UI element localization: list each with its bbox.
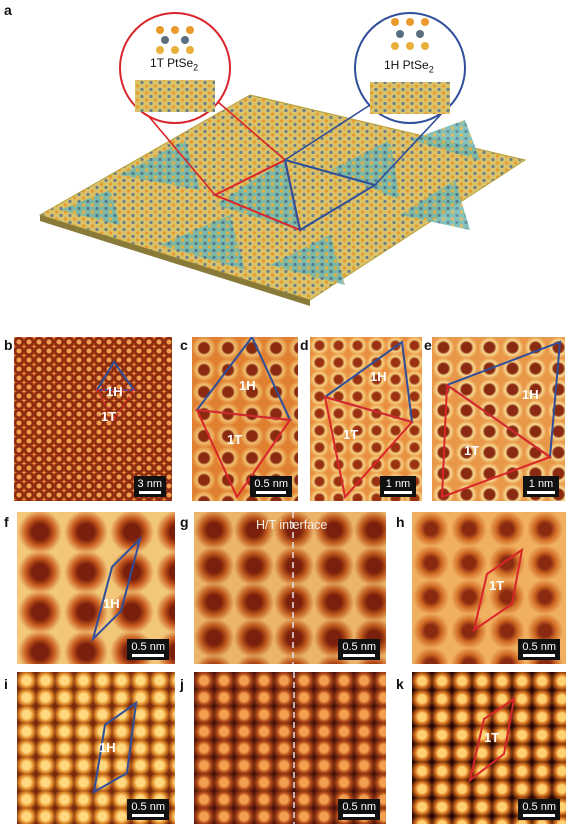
panel-j-stm: 0.5 nm [194,672,386,824]
panel-f-stm: 1H 0.5 nm [17,512,175,664]
panel-label-i: i [4,676,8,692]
scalebar-j: 0.5 nm [338,799,380,820]
domain-t5 [400,180,470,230]
panel-label-c: c [180,337,188,353]
domain-t3 [330,140,400,200]
panel-a-illustration [38,12,527,306]
panel-label-b: b [4,337,13,353]
label-f-1h: 1H [103,596,120,611]
panel-h-stm: 1T 0.5 nm [412,512,566,664]
panel-b-stm: 1H 1T 3 nm [14,337,172,501]
scalebar-f: 0.5 nm [127,639,169,660]
domain-t8 [60,190,120,225]
label-e-1t: 1T [464,443,480,458]
interface-label: H/T interface [256,518,328,532]
panel-label-j: j [180,676,184,692]
scalebar-k: 0.5 nm [518,799,560,820]
panel-d-stm: 1H 1T 1 nm [310,337,422,501]
panel-g-stm: H/T interface 0.5 nm [194,512,386,664]
inset-1h-atoms [370,18,450,114]
label-k-1t: 1T [484,730,500,745]
panel-label-g: g [180,514,189,530]
inset-1t-label: 1T PtSe2 [150,56,199,73]
scalebar-c: 0.5 nm [250,476,292,497]
domain-t2 [215,160,300,230]
panel-label-k: k [396,676,404,692]
panel-i-stm: 1H 0.5 nm [17,672,175,824]
panel-label-e: e [424,337,432,353]
label-e-1h: 1H [522,387,539,402]
label-b-1h: 1H [106,384,123,399]
panel-label-a: a [4,2,12,18]
highlight-1h-triangle [283,158,378,232]
panel-k-stm: 1T 0.5 nm [412,672,566,824]
panel-label-d: d [300,337,309,353]
domain-t7 [410,120,480,160]
label-h-1t: 1T [489,578,505,593]
panel-c-stm: 1H 1T 0.5 nm [192,337,298,501]
label-b-1t: 1T [101,409,117,424]
label-c-1h: 1H [239,378,256,393]
domain-t4 [160,215,245,270]
inset-1t-atoms [135,26,215,112]
scalebar-i: 0.5 nm [127,799,169,820]
panel-e-stm: 1H 1T 1 nm [432,337,565,501]
inset-1h-label: 1H PtSe2 [384,58,434,75]
panel-label-h: h [396,514,405,530]
label-i-1h: 1H [99,740,116,755]
label-c-1t: 1T [227,432,243,447]
scalebar-d: 1 nm [380,476,416,497]
label-d-1h: 1H [370,369,387,384]
scalebar-g: 0.5 nm [338,639,380,660]
scalebar-b: 3 nm [133,476,166,497]
scalebar-e: 1 nm [523,476,559,497]
label-d-1t: 1T [343,427,359,442]
panel-label-f: f [4,514,9,530]
scalebar-h: 0.5 nm [518,639,560,660]
domain-t6 [270,235,345,285]
